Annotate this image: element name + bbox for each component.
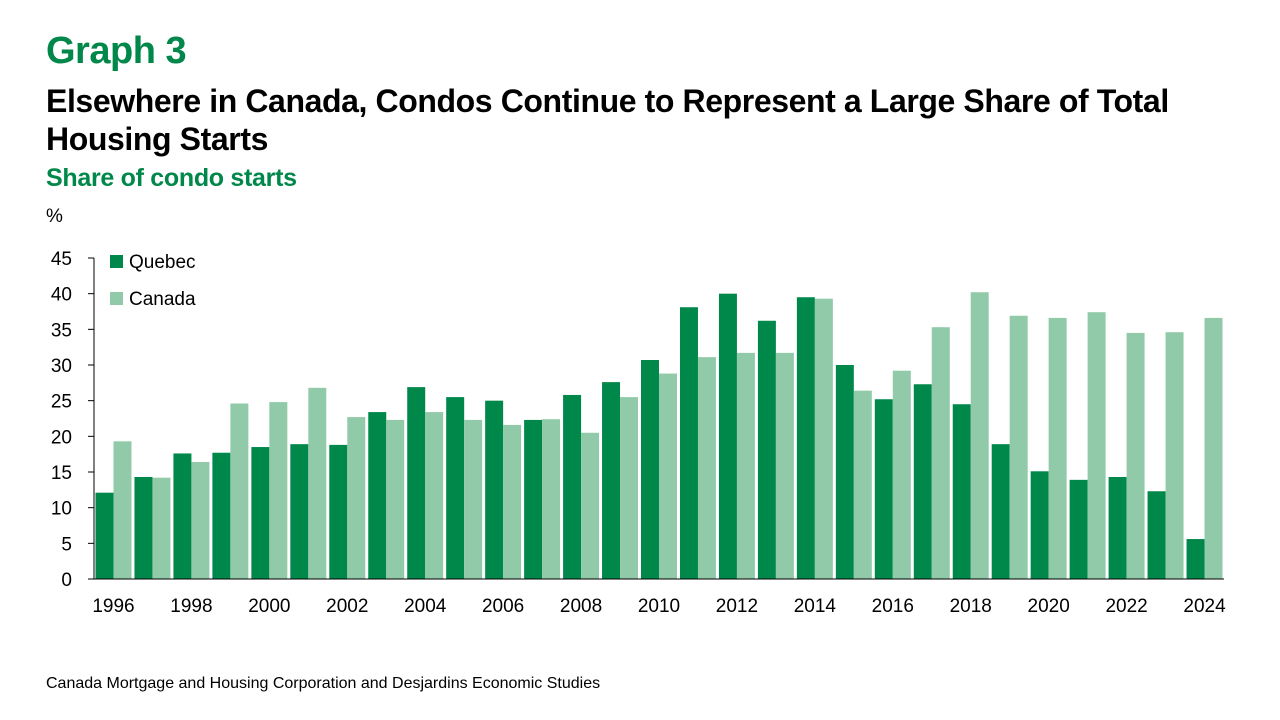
bar-canada-2021 (1087, 312, 1106, 579)
y-tick-label: 30 (51, 356, 72, 377)
bar-quebec-2006 (485, 400, 504, 579)
bar-quebec-1999 (212, 452, 231, 579)
bar-quebec-2010 (641, 360, 659, 579)
legend-swatch-quebec (110, 255, 123, 268)
x-tick-label: 2004 (404, 596, 447, 617)
bar-canada-2015 (853, 390, 872, 579)
bar-canada-2017 (931, 327, 950, 579)
bar-canada-1998 (191, 462, 210, 579)
bar-canada-2006 (503, 424, 522, 579)
bar-quebec-2005 (446, 397, 465, 579)
bar-canada-2003 (386, 419, 405, 579)
bar-canada-2019 (1009, 315, 1028, 579)
bar-quebec-2007 (524, 419, 543, 579)
bar-canada-2000 (269, 402, 288, 579)
bar-canada-1999 (230, 403, 249, 579)
x-tick-label: 1996 (92, 596, 134, 617)
bar-quebec-2004 (407, 387, 426, 579)
y-tick-label: 20 (51, 427, 72, 448)
y-tick-label: 5 (61, 534, 72, 555)
chart-subtitle: Share of condo starts (46, 164, 297, 192)
x-tick-label: 2010 (638, 596, 680, 617)
bar-quebec-1998 (173, 453, 192, 579)
y-tick-label: 25 (51, 392, 72, 413)
bar-quebec-1997 (134, 476, 153, 579)
x-tick-label: 2012 (716, 596, 758, 617)
bar-quebec-1996 (95, 492, 114, 579)
graph-number: Graph 3 (46, 30, 187, 72)
bar-canada-1996 (113, 441, 132, 579)
x-tick-label: 2014 (794, 596, 837, 617)
legend-swatch-canada (110, 292, 123, 305)
bar-quebec-2009 (602, 382, 621, 579)
bar-canada-2008 (581, 432, 600, 579)
bar-quebec-2024 (1186, 539, 1205, 579)
bar-canada-2020 (1048, 317, 1067, 579)
bar-quebec-2016 (874, 399, 893, 579)
bar-quebec-2015 (835, 365, 854, 579)
y-tick-label: 0 (61, 570, 72, 591)
x-tick-label: 2016 (872, 596, 914, 617)
x-tick-label: 2000 (248, 596, 290, 617)
x-axis: 1996 1998 2000 2002 2004 2006 2008 2010 2012 2014… (92, 578, 1226, 617)
chart-title: Elsewhere in Canada, Condos Continue to … (46, 83, 1169, 157)
x-tick-label: 2006 (482, 596, 524, 617)
y-axis: 0 5 10 15 20 25 30 35 40 45 (51, 249, 95, 591)
bar-quebec-2020 (1030, 471, 1049, 579)
bar-canada-2023 (1165, 332, 1184, 579)
x-tick-label: 2020 (1028, 596, 1070, 617)
bar-quebec-2000 (251, 447, 270, 579)
legend-label-canada: Canada (129, 289, 196, 310)
legend: Quebec Canada (110, 252, 196, 310)
bar-quebec-2008 (563, 394, 582, 579)
bar-canada-2010 (659, 373, 677, 579)
bar-canada-2024 (1204, 317, 1223, 579)
bar-quebec-2019 (991, 444, 1010, 579)
bar-canada-2018 (970, 292, 989, 579)
x-tick-label: 2022 (1105, 596, 1147, 617)
bar-quebec-2012 (718, 293, 737, 579)
bar-canada-2011 (697, 357, 716, 579)
bar-quebec-2013 (757, 320, 776, 579)
y-tick-label: 45 (51, 249, 72, 270)
bar-quebec-2023 (1147, 491, 1166, 579)
bar-quebec-2014 (796, 297, 815, 579)
bar-canada-2022 (1126, 332, 1145, 579)
bar-canada-2001 (308, 387, 327, 579)
legend-label-quebec: Quebec (129, 252, 196, 273)
bar-quebec-2002 (329, 444, 348, 579)
x-tick-label: 1998 (170, 596, 212, 617)
bar-canada-2016 (892, 370, 911, 579)
bar-canada-2004 (425, 412, 444, 579)
bar-quebec-2003 (368, 412, 387, 579)
bars-group (95, 292, 1223, 579)
y-tick-label: 15 (51, 463, 72, 484)
x-tick-label: 2018 (950, 596, 992, 617)
bar-canada-2009 (620, 397, 639, 579)
bar-canada-2013 (775, 352, 794, 579)
y-tick-label: 10 (51, 499, 72, 520)
bar-canada-2007 (542, 419, 561, 579)
y-tick-label: 40 (51, 285, 72, 306)
bar-quebec-2018 (952, 404, 971, 579)
bar-canada-2012 (736, 352, 755, 579)
x-tick-label: 2008 (560, 596, 602, 617)
x-tick-label: 2024 (1183, 596, 1226, 617)
bar-quebec-2001 (290, 444, 309, 579)
bar-quebec-2021 (1069, 479, 1088, 579)
y-axis-unit: % (46, 206, 63, 227)
bar-quebec-2011 (679, 307, 698, 579)
bar-canada-2005 (464, 419, 483, 579)
x-tick-label: 2002 (326, 596, 368, 617)
bar-canada-2014 (814, 298, 833, 579)
y-tick-label: 35 (51, 320, 72, 341)
bar-canada-1997 (152, 477, 171, 579)
bar-quebec-2022 (1108, 476, 1127, 579)
source-note: Canada Mortgage and Housing Corporation … (46, 675, 601, 692)
bar-quebec-2017 (913, 384, 932, 579)
bar-canada-2002 (347, 417, 366, 579)
